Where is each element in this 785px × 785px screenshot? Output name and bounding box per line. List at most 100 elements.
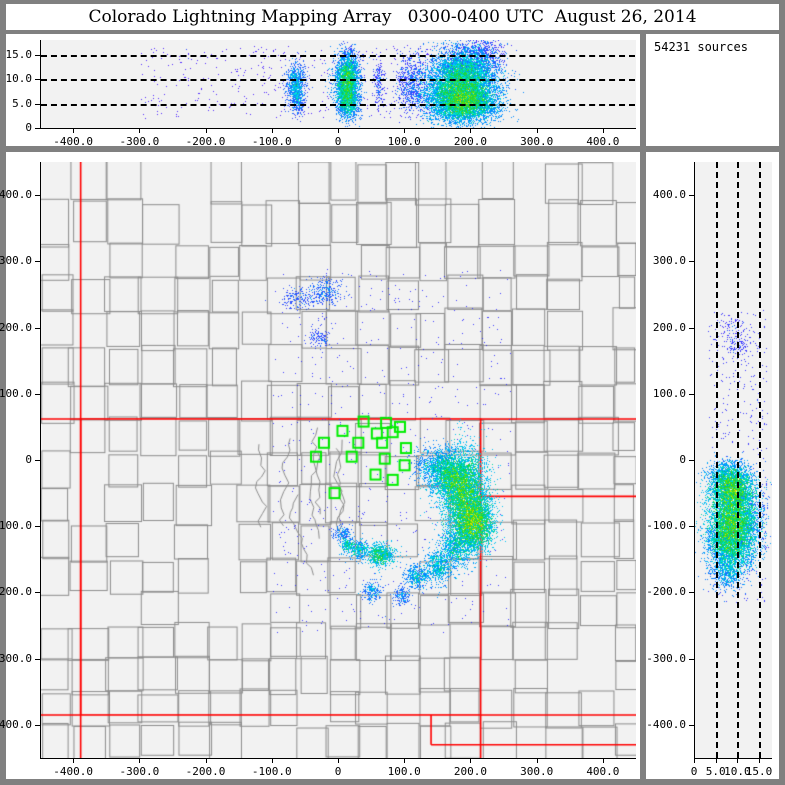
top-panel-x-ticklabel: 0: [334, 135, 342, 148]
map-y-tick: [35, 724, 40, 726]
map-y-tick: [35, 658, 40, 660]
side-panel-y-tick: [689, 261, 694, 263]
side-panel-y-tick: [689, 592, 694, 594]
side-panel-y-tick: [689, 658, 694, 660]
side-panel-y-tick: [689, 460, 694, 461]
top-panel-x-ticklabel: -200.0: [185, 135, 226, 148]
side-panel-y-axis: [694, 162, 695, 758]
side-panel-gridline: [759, 162, 761, 758]
map-y-tick: [35, 327, 40, 329]
map-x-ticklabel: 300.0: [520, 765, 554, 778]
map-y-tick: [35, 393, 40, 395]
top-panel-x-tick: [205, 128, 207, 133]
top-panel-gridline: [41, 79, 635, 82]
map-x-ticklabel: 400.0: [586, 765, 620, 778]
top-panel-x-tick: [470, 128, 472, 133]
map-y-ticklabel: 100.0: [0, 386, 32, 400]
map-x-tick: [139, 758, 141, 763]
map-y-tick: [35, 592, 40, 594]
top-panel-x-tick: [404, 128, 406, 133]
top-panel-y-ticklabel: 15.0: [5, 47, 33, 61]
side-panel-x-ticklabel: 15.0: [745, 765, 773, 778]
side-panel-y-tick: [689, 195, 694, 197]
side-panel-y-ticklabel: -100.0: [646, 519, 686, 533]
side-panel-y-ticklabel: -200.0: [646, 585, 686, 599]
map-y-tick: [35, 460, 40, 461]
map-y-tick: [35, 195, 40, 197]
map-y-ticklabel: 0: [25, 453, 32, 466]
map-x-ticklabel: 200.0: [453, 765, 487, 778]
top-panel-y-ticklabel: 0: [25, 121, 32, 134]
side-panel-y-ticklabel: 0: [679, 453, 686, 466]
top-panel-x-ticklabel: 200.0: [453, 135, 487, 148]
map-y-ticklabel: 200.0: [0, 320, 32, 334]
side-panel-gridline: [737, 162, 740, 758]
side-panel-x-tick: [715, 758, 717, 763]
map-y-ticklabel: 400.0: [0, 188, 32, 202]
side-panel-y-tick: [689, 327, 694, 329]
top-panel-x-tick: [536, 128, 538, 133]
map-y-ticklabel: -300.0: [0, 651, 32, 665]
top-panel-x-tick: [602, 128, 604, 133]
top-panel-y-ticklabel: 10.0: [5, 72, 33, 86]
side-panel-y-ticklabel: 100.0: [652, 386, 686, 400]
map-x-ticklabel: 0: [334, 765, 342, 778]
plan-view-map-panel: -400.0 -300.0 -200.0 -100.0 0 100.0 200.0 300.0…: [0, 152, 640, 779]
top-panel-x-ticklabel: -100.0: [251, 135, 292, 148]
top-panel-y-ticklabel: 5.0: [12, 96, 32, 110]
side-panel-gridline: [715, 162, 718, 758]
station-markers-canvas: [41, 162, 636, 758]
side-panel-y-ticklabel: 200.0: [652, 320, 686, 334]
top-panel-gridline: [41, 103, 635, 106]
side-panel-x-ticklabel: 10.0: [724, 765, 751, 778]
side-panel-y-ticklabel: -300.0: [646, 651, 686, 665]
top-panel-x-tick: [139, 128, 141, 133]
map-x-ticklabel: -200.0: [185, 765, 226, 778]
top-panel-x-ticklabel: -400.0: [53, 135, 93, 148]
side-panel-y-tick: [689, 526, 694, 528]
top-panel-x-tick: [73, 128, 75, 133]
map-y-tick: [35, 526, 40, 528]
map-x-ticklabel: -300.0: [119, 765, 160, 778]
map-x-tick: [73, 758, 75, 763]
map-x-ticklabel: 100.0: [387, 765, 421, 778]
map-x-ticklabel: -100.0: [251, 765, 292, 778]
north-south-vs-altitude-panel: -400.0 -300.0 -200.0 -100.0 0 100.0 200.0 300.0…: [646, 152, 779, 779]
side-panel-x-tick: [737, 758, 739, 763]
side-panel-x-tick: [759, 758, 760, 763]
map-x-ticklabel: -400.0: [53, 765, 93, 778]
side-panel-x-axis: [694, 758, 772, 759]
side-panel-y-tick: [689, 393, 694, 395]
side-panel-x-ticklabel: 5.0: [705, 765, 726, 778]
map-y-ticklabel: -200.0: [0, 585, 32, 599]
side-panel-y-ticklabel: 400.0: [652, 188, 686, 202]
map-y-axis: [40, 162, 41, 758]
map-y-ticklabel: -100.0: [0, 519, 32, 533]
altitude-vs-east-west-panel: 0 5.0 10.0 15.0 -400.0 -300.0 -200.0 -100.0 0 100…: [5, 34, 640, 148]
info-panel: 54231 sources: [646, 34, 779, 146]
side-panel-y-ticklabel: 300.0: [652, 254, 686, 268]
top-panel-source-canvas: [41, 40, 636, 128]
side-panel-x-ticklabel: 0: [690, 765, 698, 778]
title-bar: Colorado Lightning Mapping Array 0300-04…: [6, 4, 779, 30]
side-panel-y-ticklabel: -400.0: [646, 717, 686, 731]
map-x-tick: [338, 758, 339, 763]
top-panel-gridline: [41, 54, 635, 57]
map-y-tick: [35, 261, 40, 263]
side-panel-y-tick: [689, 724, 694, 726]
map-x-tick: [271, 758, 273, 763]
top-panel-y-tick: [35, 128, 40, 129]
top-panel-x-tick: [338, 128, 339, 133]
source-count-label: 54231 sources: [654, 40, 748, 54]
top-panel-x-ticklabel: -300.0: [119, 135, 160, 148]
page-title: Colorado Lightning Mapping Array 0300-04…: [88, 7, 697, 27]
map-x-tick: [470, 758, 472, 763]
top-panel-x-ticklabel: 300.0: [520, 135, 554, 148]
map-x-tick: [602, 758, 604, 763]
map-y-ticklabel: 300.0: [0, 254, 32, 268]
map-x-tick: [205, 758, 207, 763]
top-panel-y-tick: [35, 103, 40, 105]
top-panel-x-tick: [271, 128, 273, 133]
map-x-tick: [404, 758, 406, 763]
